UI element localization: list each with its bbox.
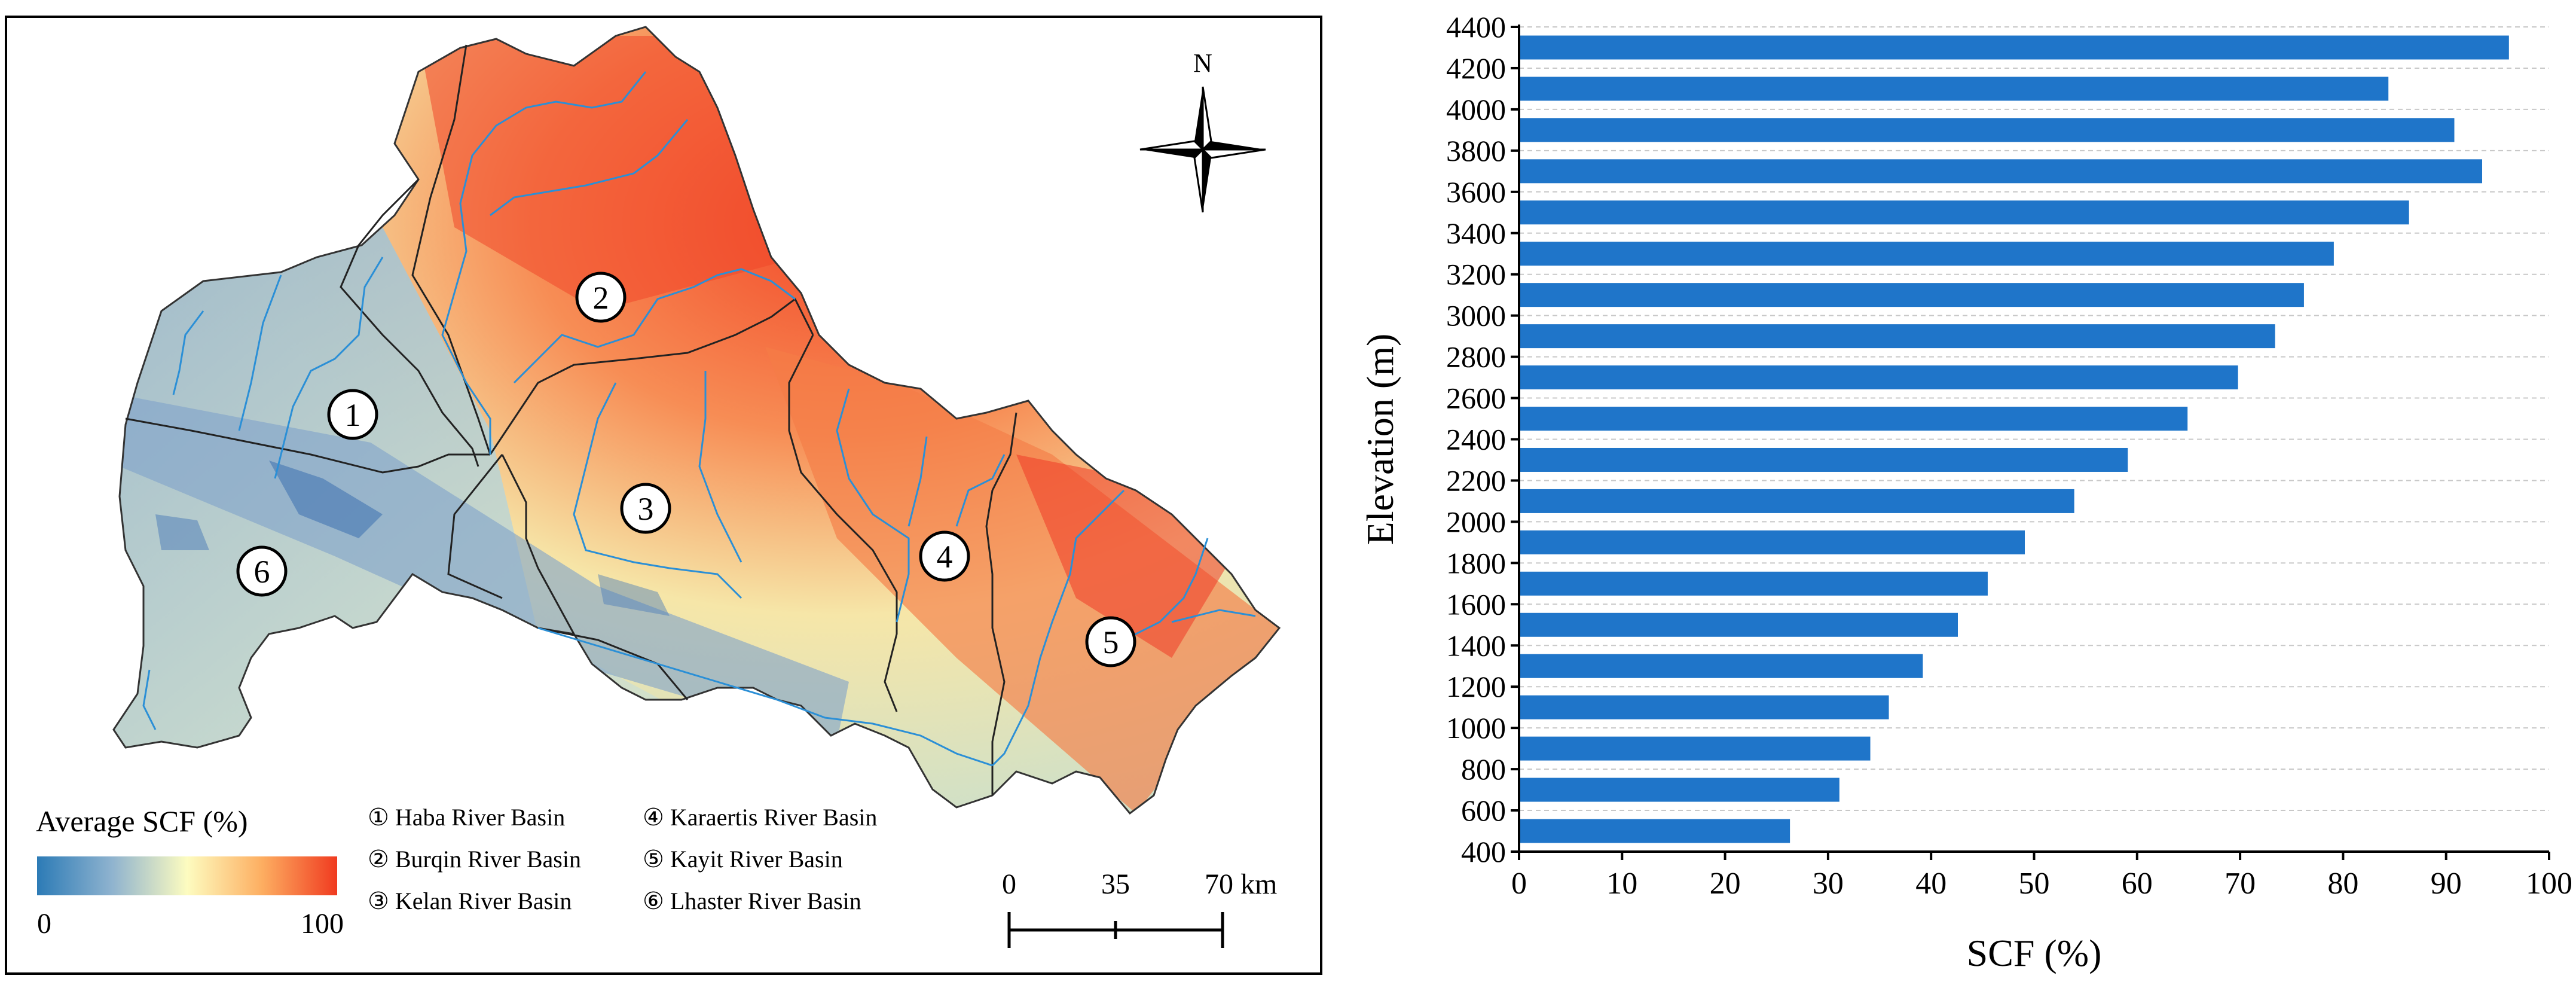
y-tick-label: 400 <box>1461 835 1506 868</box>
basin-legend-item: ④ Karaertis River Basin <box>643 804 877 831</box>
x-tick-label: 90 <box>2431 867 2462 901</box>
basin-marker-5: 5 <box>1085 616 1136 667</box>
chart-bars <box>1519 35 2509 843</box>
x-tick-label: 50 <box>2019 867 2050 901</box>
elevation-scf-bar-chart: 4006008001000120014001600180020002200240… <box>1359 10 2572 974</box>
map-panel: 1 2 3 4 5 6 N <box>5 16 1322 975</box>
y-tick-label: 3200 <box>1446 258 1506 291</box>
y-tick-label: 1000 <box>1446 711 1506 745</box>
bar <box>1519 777 1839 802</box>
bar <box>1519 283 2304 307</box>
bar <box>1519 324 2275 349</box>
basin-marker-label: 5 <box>1103 624 1119 660</box>
basin-map: 1 2 3 4 5 6 N <box>5 16 1322 975</box>
basin-legend-item: ③ Kelan River Basin <box>368 888 572 914</box>
y-tick-label: 4400 <box>1446 10 1506 44</box>
bar <box>1519 695 1889 719</box>
basin-legend-item: ⑥ Lhaster River Basin <box>643 888 861 914</box>
x-tick-label: 100 <box>2526 867 2572 901</box>
y-tick-label: 1200 <box>1446 670 1506 703</box>
basin-legend: ① Haba River Basin ② Burqin River Basin … <box>368 804 877 914</box>
north-label: N <box>1193 48 1212 78</box>
bar <box>1519 654 1923 678</box>
y-tick-label: 4200 <box>1446 51 1506 85</box>
chart-grid <box>1519 26 2549 812</box>
basin-marker-label: 1 <box>345 397 361 433</box>
basin-legend-item: ② Burqin River Basin <box>368 846 581 873</box>
bar <box>1519 77 2389 101</box>
legend-min-label: 0 <box>37 908 51 940</box>
y-tick-label: 3800 <box>1446 134 1506 167</box>
y-tick-label: 3600 <box>1446 175 1506 209</box>
y-tick-label: 2000 <box>1446 505 1506 538</box>
y-tick-label: 3400 <box>1446 216 1506 250</box>
basin-marker-label: 4 <box>937 539 953 575</box>
legend-colorbar <box>37 856 337 895</box>
bar <box>1519 612 1958 637</box>
x-tick-label: 10 <box>1606 867 1637 901</box>
basin-boundaries <box>125 44 1017 795</box>
scale-tick-label: 0 <box>1002 868 1016 900</box>
legend-title: Average SCF (%) <box>36 804 248 838</box>
y-axis-label: Elevation (m) <box>1359 334 1401 545</box>
x-tick-label: 30 <box>1813 867 1844 901</box>
basin-legend-item: ① Haba River Basin <box>368 804 565 831</box>
scale-tick-label: 70 km <box>1205 868 1277 900</box>
bar <box>1519 365 2238 390</box>
basin-marker-label: 3 <box>638 491 654 527</box>
bar <box>1519 242 2334 266</box>
x-tick-label: 0 <box>1511 867 1527 901</box>
y-tick-label: 800 <box>1461 752 1506 786</box>
basin-legend-item: ⑤ Kayit River Basin <box>643 846 843 873</box>
x-axis-label: SCF (%) <box>1967 932 2102 974</box>
bar <box>1519 571 1988 596</box>
basin-marker-2: 2 <box>575 272 627 323</box>
bar <box>1519 447 2128 472</box>
legend-max-label: 100 <box>301 908 344 940</box>
basin-marker-label: 2 <box>593 280 609 316</box>
north-arrow-icon: N <box>1139 48 1266 213</box>
bar <box>1519 118 2455 142</box>
y-tick-label: 2600 <box>1446 382 1506 415</box>
basin-marker-4: 4 <box>919 530 970 582</box>
bar <box>1519 159 2483 184</box>
x-tick-label: 80 <box>2327 867 2358 901</box>
y-tick-label: 2200 <box>1446 463 1506 497</box>
x-tick-label: 40 <box>1915 867 1946 901</box>
y-tick-label: 1400 <box>1446 629 1506 662</box>
bar <box>1519 736 1871 761</box>
y-tick-label: 2400 <box>1446 423 1506 456</box>
scale-tick-label: 35 <box>1101 868 1130 900</box>
basin-marker-3: 3 <box>620 483 671 534</box>
chart-ticks: 4006008001000120014001600180020002200240… <box>1446 10 2572 901</box>
bar <box>1519 407 2188 431</box>
y-tick-label: 600 <box>1461 794 1506 827</box>
y-tick-label: 1600 <box>1446 587 1506 621</box>
bar <box>1519 200 2409 225</box>
bar <box>1519 819 1790 843</box>
y-tick-label: 4000 <box>1446 93 1506 126</box>
bar <box>1519 489 2074 513</box>
chart-panel: 400 600 800 1000 1200 1400 1600 1800 2000 2200 240… <box>1339 0 2576 985</box>
basin-marker-label: 6 <box>254 554 270 590</box>
bar <box>1519 530 2025 554</box>
bar <box>1519 35 2509 60</box>
x-tick-label: 70 <box>2224 867 2256 901</box>
y-tick-label: 2800 <box>1446 340 1506 374</box>
y-tick-label: 3000 <box>1446 299 1506 333</box>
basin-markers: 1 2 3 4 5 6 <box>236 272 1136 667</box>
x-tick-label: 20 <box>1710 867 1741 901</box>
scf-legend: Average SCF (%) 0 100 <box>36 804 344 940</box>
y-tick-label: 1800 <box>1446 546 1506 580</box>
basin-marker-1: 1 <box>327 389 378 440</box>
basin-marker-6: 6 <box>236 545 288 597</box>
x-tick-label: 60 <box>2122 867 2153 901</box>
scale-bar: 0 35 70 km <box>1002 868 1277 948</box>
